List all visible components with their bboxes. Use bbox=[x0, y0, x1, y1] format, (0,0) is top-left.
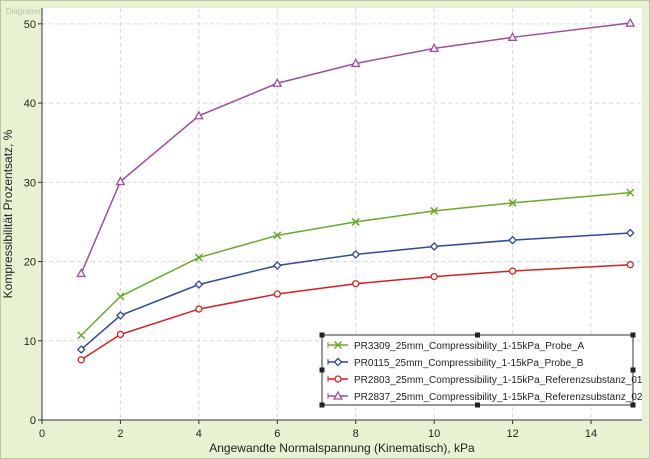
data-point bbox=[116, 292, 125, 301]
data-point bbox=[430, 206, 439, 215]
legend-handle bbox=[319, 367, 325, 373]
x-tick-label: 6 bbox=[274, 428, 280, 440]
legend-handle bbox=[630, 367, 636, 373]
legend-marker bbox=[333, 340, 343, 350]
legend-handle bbox=[319, 332, 325, 338]
data-point bbox=[508, 235, 518, 245]
data-point bbox=[273, 231, 282, 240]
data-point bbox=[625, 17, 636, 27]
legend-item: PR2803_25mm_Compressibility_1-15kPa_Refe… bbox=[327, 375, 643, 386]
data-point bbox=[76, 268, 87, 278]
y-axis-label: Kompressibilität Prozentsatz, % bbox=[1, 129, 15, 298]
data-point bbox=[194, 253, 203, 262]
legend-label: PR2837_25mm_Compressibility_1-15kPa_Refe… bbox=[354, 392, 643, 403]
data-point bbox=[508, 198, 517, 207]
data-point bbox=[273, 290, 281, 298]
y-tick-label: 20 bbox=[24, 257, 36, 269]
data-point bbox=[626, 261, 634, 269]
x-tick-label: 12 bbox=[506, 428, 518, 440]
data-point bbox=[430, 272, 438, 281]
watermark: Diagramm bbox=[6, 7, 43, 16]
y-tick-label: 40 bbox=[24, 98, 36, 110]
legend-handle bbox=[319, 402, 325, 408]
data-point bbox=[626, 188, 635, 197]
y-tick-label: 50 bbox=[24, 19, 36, 31]
series-line bbox=[80, 232, 631, 351]
data-point bbox=[194, 280, 204, 289]
legend-item: PR3309_25mm_Compressibility_1-15kPa_Prob… bbox=[327, 340, 584, 352]
x-tick-label: 0 bbox=[39, 428, 45, 440]
legend-label: PR2803_25mm_Compressibility_1-15kPa_Refe… bbox=[354, 375, 643, 386]
data-point bbox=[116, 310, 125, 320]
data-point bbox=[351, 217, 360, 226]
legend-marker bbox=[333, 357, 343, 367]
data-point bbox=[625, 228, 635, 238]
data-point bbox=[193, 110, 204, 120]
legend-marker bbox=[333, 390, 343, 400]
x-tick-label: 4 bbox=[196, 428, 202, 440]
data-point bbox=[272, 261, 282, 270]
x-tick-label: 8 bbox=[353, 428, 359, 440]
series-2 bbox=[76, 228, 635, 354]
data-point bbox=[351, 249, 361, 259]
series-line bbox=[80, 263, 631, 361]
x-axis-label: Angewandte Normalspannung (Kinematisch),… bbox=[209, 441, 475, 455]
legend-handle bbox=[630, 402, 636, 408]
data-point bbox=[429, 242, 439, 251]
series-line bbox=[80, 22, 631, 274]
series-1 bbox=[77, 188, 635, 340]
x-tick-label: 14 bbox=[585, 428, 597, 440]
data-point bbox=[77, 331, 86, 340]
data-point bbox=[116, 330, 125, 339]
data-point bbox=[195, 305, 203, 313]
x-tick-label: 2 bbox=[117, 428, 123, 440]
series-4 bbox=[76, 17, 636, 278]
data-point bbox=[272, 77, 283, 87]
y-tick-label: 0 bbox=[30, 415, 36, 427]
legend-label: PR3309_25mm_Compressibility_1-15kPa_Prob… bbox=[354, 341, 584, 352]
y-tick-label: 10 bbox=[24, 336, 36, 348]
data-point bbox=[115, 176, 126, 186]
data-point bbox=[429, 43, 440, 53]
legend-item: PR0115_25mm_Compressibility_1-15kPa_Prob… bbox=[327, 357, 584, 369]
legend-handle bbox=[630, 332, 636, 338]
axes bbox=[38, 8, 642, 424]
legend-handle bbox=[475, 332, 480, 338]
legend-box bbox=[321, 334, 634, 406]
data-point bbox=[352, 280, 360, 288]
legend-handle bbox=[475, 402, 480, 408]
legend-marker bbox=[334, 375, 342, 383]
y-tick-label: 30 bbox=[24, 177, 36, 189]
tick-labels: 0 10 20 30 40 50 0 2 4 6 8 10 12 14 bbox=[24, 19, 597, 440]
legend-item: PR2837_25mm_Compressibility_1-15kPa_Refe… bbox=[327, 390, 643, 403]
series-layer bbox=[76, 17, 636, 364]
legend-label: PR0115_25mm_Compressibility_1-15kPa_Prob… bbox=[354, 358, 584, 369]
data-point bbox=[76, 345, 86, 354]
x-tick-label: 10 bbox=[428, 428, 440, 440]
data-point bbox=[508, 267, 517, 275]
series-3 bbox=[77, 261, 634, 364]
legend[interactable]: PR3309_25mm_Compressibility_1-15kPa_Prob… bbox=[319, 332, 643, 408]
data-point bbox=[507, 31, 518, 41]
data-point bbox=[77, 356, 85, 364]
data-point bbox=[350, 58, 361, 68]
series-line bbox=[80, 191, 631, 336]
